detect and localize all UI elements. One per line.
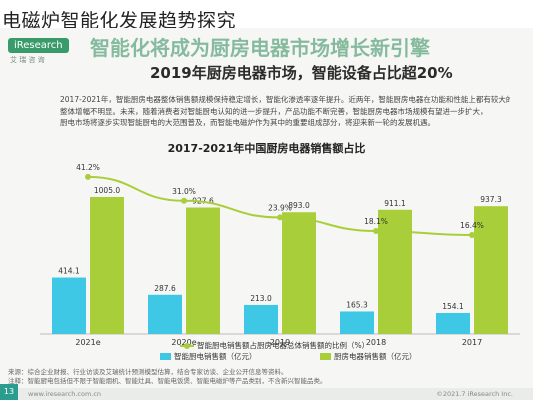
x-tick-label: 2021e [75,338,100,347]
source-line: 注释：智能厨电包括但不限于智能烟机、智能灶具、智能电饭煲、智能电磁炉等产品类别，… [8,377,327,385]
bar-smart [340,311,374,334]
x-tick-label: 2020e [171,338,196,347]
bar-total [378,209,412,334]
ratio-label: 16.4% [460,221,484,230]
ratio-label: 18.1% [364,217,388,226]
bar-value-label: 937.3 [480,195,502,204]
ratio-label: 31.0% [172,187,196,196]
footer-bar: www.iresearch.com.cn ©2021.7 iResearch I… [0,388,533,400]
ratio-point [469,232,475,239]
legend-label: 智能厨电销售额（亿元） [174,352,257,361]
ratio-point [373,228,379,235]
sales-chart: 414.11005.02021e287.6927.62020e213.0893.… [40,163,520,347]
slide-subheadline: 2019年厨房电器市场，智能设备占比超20% [150,64,453,82]
legend-item-ratio: 智能厨电销售额占厨房电器总体销售额的比例（%） [180,340,369,351]
page-number: 13 [0,384,18,400]
footer-copyright: ©2021.7 iResearch Inc. [436,390,513,398]
paragraph-line: 厨电市场将逐步实现智能厨电的大范围普及，而智能电磁炉作为其中的重要组成部分，将迎… [60,118,435,127]
page-title: 电磁炉智能化发展趋势探究 [2,10,237,32]
bar-smart [52,277,86,334]
paragraph-line: 2017-2021年，智能厨房电器整体销售额规模保持稳定增长，智能化渗透率逐年提… [60,95,510,104]
chart-title: 2017-2021年中国厨房电器销售额占比 [167,142,366,155]
footer-url: www.iresearch.com.cn [28,390,102,398]
bar-value-label: 893.0 [288,201,310,210]
ratio-point [277,214,283,221]
source-note: 来源：综合企业财报、行业访谈及艾瑞统计预测模型估算，结合专家访谈、企业公开信息等… [8,368,528,386]
ratio-label: 41.2% [76,163,100,172]
bar-total [186,207,220,334]
legend-swatch [160,353,171,360]
bar-smart [436,312,470,334]
legend-swatch [320,353,331,360]
paragraph-line: 整体增幅不明显。未来，随着消费者对智能厨电认知的进一步提升，产品功能不断完善，智… [60,106,488,116]
bar-total [474,206,508,334]
legend-label: 厨房电器销售额（亿元） [334,352,417,361]
chart-legend-line: 智能厨电销售额占厨房电器总体销售额的比例（%） [30,340,530,352]
bar-value-label: 165.3 [346,300,368,309]
bar-smart [244,304,278,334]
bar-total [282,212,316,334]
x-tick-label: 2019 [270,338,290,347]
slide-headline: 智能化将成为厨房电器市场增长新引擎 [90,36,430,58]
bar-value-label: 911.1 [384,199,406,208]
x-tick-label: 2018 [366,338,386,347]
bar-value-label: 1005.0 [94,186,120,195]
legend-item-total: 厨房电器销售额（亿元） [320,351,417,362]
ratio-point [181,197,187,204]
report-slide: iResearch 艾 瑞 咨 询 智能化将成为厨房电器市场增长新引擎 2019… [0,28,533,400]
source-line: 来源：综合企业财报、行业访谈及艾瑞统计预测模型估算，结合专家访谈、企业公开信息等… [8,368,288,376]
legend-label: 智能厨电销售额占厨房电器总体销售额的比例（%） [197,341,370,350]
analysis-paragraph: 2017-2021年，智能厨房电器整体销售额规模保持稳定增长，智能化渗透率逐年提… [60,94,510,129]
ratio-label: 23.9% [268,203,292,212]
legend-line-swatch [180,342,194,349]
bar-value-label: 213.0 [250,294,272,303]
ratio-point [85,173,91,180]
bar-smart [148,294,182,334]
bar-value-label: 414.1 [58,267,80,276]
x-tick-label: 2017 [462,338,482,347]
legend-item-smart: 智能厨电销售额（亿元） [160,351,257,362]
bar-value-label: 154.1 [442,302,464,311]
chart-legend: 智能厨电销售额（亿元） 厨房电器销售额（亿元） [30,351,530,363]
bar-value-label: 287.6 [154,284,176,293]
bar-total [90,196,124,334]
brand-subtitle: 艾 瑞 咨 询 [10,56,45,64]
brand-logo: iResearch [8,38,69,53]
